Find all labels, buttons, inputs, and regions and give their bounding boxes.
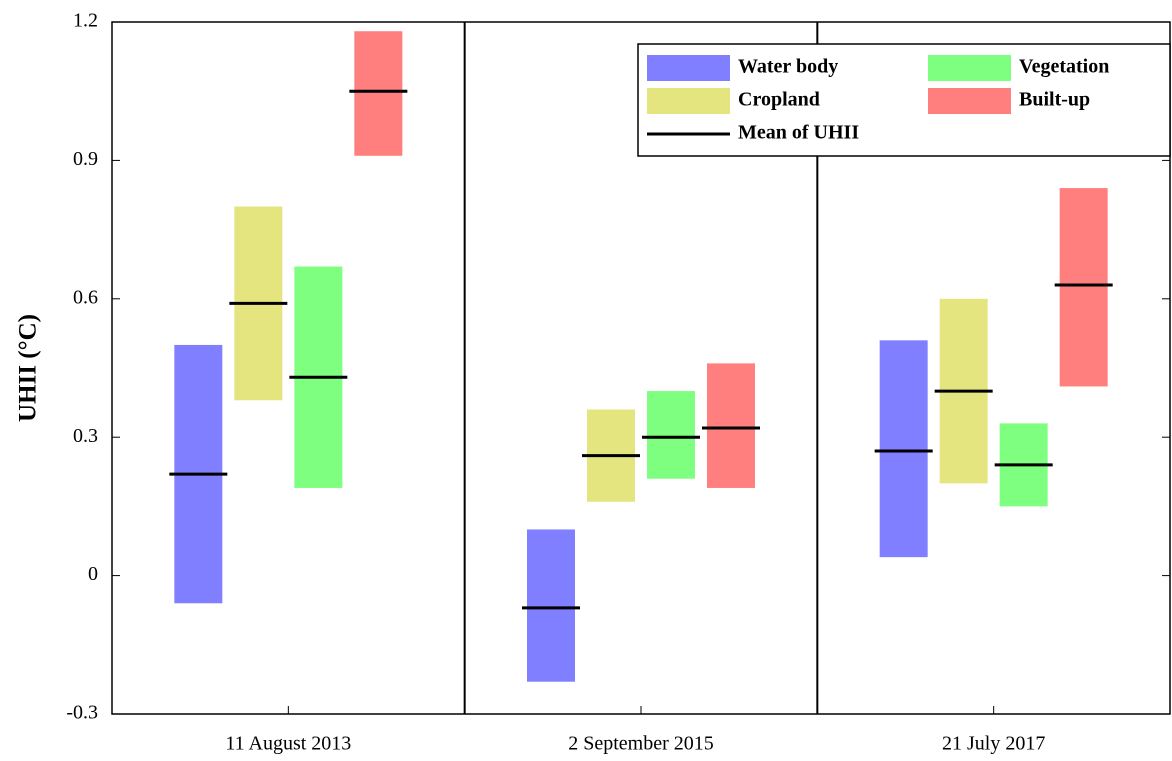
y-tick-label: 1.2 bbox=[73, 10, 98, 32]
range-bar bbox=[647, 391, 695, 479]
y-tick-label: -0.3 bbox=[66, 702, 98, 724]
y-tick-label: 0.3 bbox=[73, 425, 98, 447]
legend-label: Vegetation bbox=[1019, 56, 1109, 78]
plot-frame bbox=[111, 21, 1171, 715]
x-tick-label: 2 September 2015 bbox=[568, 733, 714, 755]
legend-label: Cropland bbox=[738, 89, 820, 111]
range-bar bbox=[1059, 188, 1108, 387]
y-axis-label: UHII (°C) bbox=[15, 314, 42, 422]
range-bar bbox=[879, 340, 928, 558]
legend-swatch bbox=[928, 55, 1011, 81]
range-bar bbox=[354, 31, 403, 156]
y-tick-label: 0 bbox=[88, 563, 98, 585]
legend-label: Mean of UHII bbox=[738, 122, 859, 144]
range-bar bbox=[527, 529, 575, 682]
legend-swatch bbox=[928, 88, 1011, 114]
legend-swatch bbox=[647, 55, 730, 81]
range-bar bbox=[707, 363, 755, 488]
x-tick-label: 21 July 2017 bbox=[942, 733, 1045, 755]
legend-swatch bbox=[647, 88, 730, 114]
legend-label: Built-up bbox=[1019, 89, 1090, 111]
y-tick-label: 0.9 bbox=[73, 148, 98, 170]
y-tick-label: 0.6 bbox=[73, 286, 98, 308]
legend-label: Water body bbox=[738, 56, 838, 78]
x-tick-label: 11 August 2013 bbox=[225, 733, 351, 755]
